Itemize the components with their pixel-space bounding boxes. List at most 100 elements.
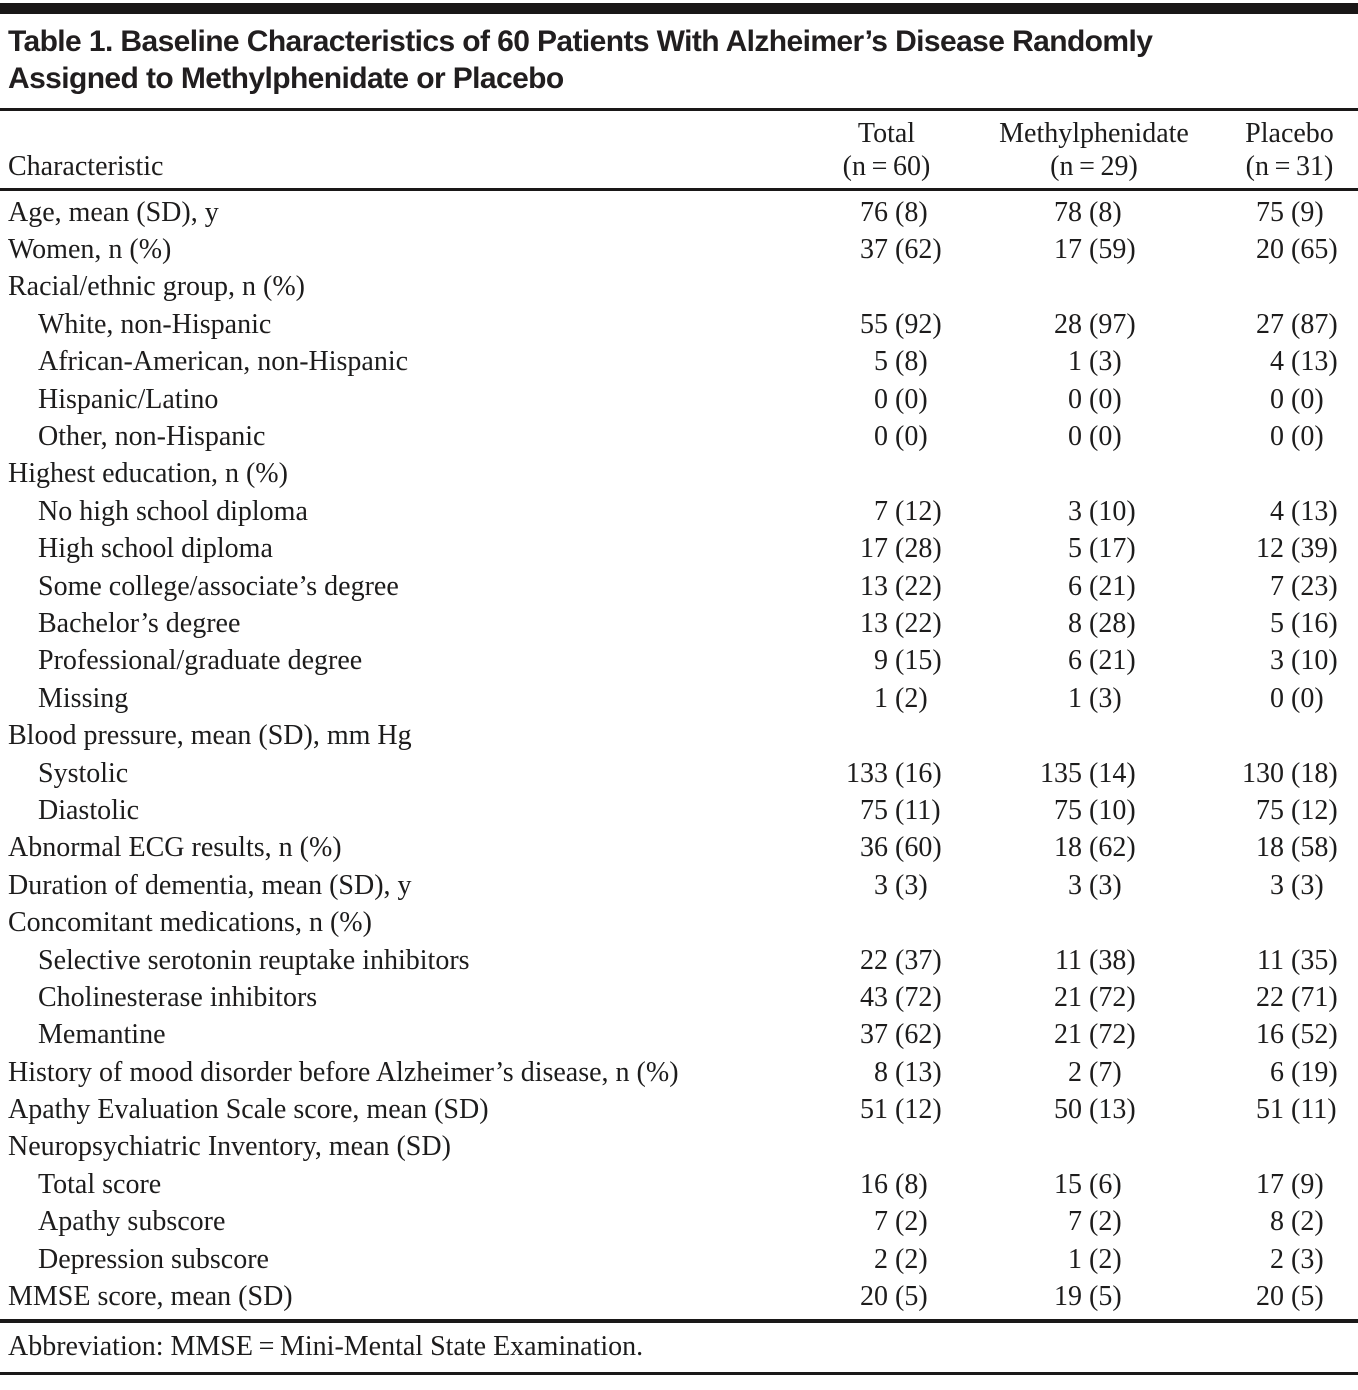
cell-value: 75 — [1256, 794, 1284, 826]
table-row: Depression subscore 2 (2) 1 (2) 2 (3) — [8, 1241, 1350, 1278]
table-row: African-American, non-Hispanic 5 (8) 1 (3) 4(… — [8, 343, 1350, 380]
cell-value: 50 — [1054, 1094, 1082, 1126]
table-row: Abnormal ECG results, n (%) 36 (60) 18 (62) 1… — [8, 829, 1350, 866]
cell-parenthetical: (21) — [1089, 570, 1136, 602]
cell-placebo: 3 (3) — [1229, 867, 1350, 904]
cell-parenthetical: (16) — [1291, 607, 1338, 639]
cell-methylphenidate: 6 (21) — [980, 568, 1208, 605]
cell-total: 17 (28) — [814, 530, 959, 567]
cell-value: 0 — [1068, 421, 1082, 453]
table-row: Hispanic/Latino 0 (0) 0 (0) 0 (0) — [8, 381, 1350, 418]
table-title-line-1: Table 1. Baseline Characteristics of 60 … — [8, 25, 1153, 58]
row-label: No high school diploma — [38, 495, 308, 527]
cell-methylphenidate: 17 (59) — [980, 231, 1208, 268]
cell-parenthetical: (62) — [895, 1019, 942, 1051]
cell-total: 51 (12) — [814, 1091, 959, 1128]
cell-value: 6 — [1270, 1056, 1284, 1088]
cell-parenthetical: (72) — [1089, 1019, 1136, 1051]
cell-value: 0 — [1270, 383, 1284, 415]
cell-value: 15 — [1054, 1168, 1082, 1200]
cell-parenthetical: (22) — [895, 607, 942, 639]
cell-placebo: 2 (3) — [1229, 1241, 1350, 1278]
cell-value: 13 — [860, 570, 888, 602]
table-row: White, non-Hispanic 55 (92) 28 (97) 27 (87) — [8, 306, 1350, 343]
cell-value: 3 — [1068, 869, 1082, 901]
cell-parenthetical: (0) — [1089, 421, 1122, 453]
cell-parenthetical: (5) — [1089, 1281, 1122, 1313]
cell-placebo: 27 (87) — [1229, 306, 1350, 343]
cell-placebo — [1229, 1128, 1350, 1165]
cell-value: 21 — [1054, 981, 1082, 1013]
cell-placebo: 11 (35) — [1229, 942, 1350, 979]
cell-parenthetical: (0) — [1291, 383, 1324, 415]
cell-placebo: 5 (16) — [1229, 605, 1350, 642]
table-row: History of mood disorder before Alzheime… — [8, 1054, 1350, 1091]
cell-total: 43 (72) — [814, 979, 959, 1016]
header-rule — [0, 187, 1358, 191]
cell-parenthetical: (14) — [1089, 757, 1136, 789]
table-section-row: Highest education, n (%) — [8, 455, 1350, 492]
cell-methylphenidate: 0 (0) — [980, 418, 1208, 455]
cell-parenthetical: (71) — [1291, 981, 1338, 1013]
cell-parenthetical: (10) — [1089, 495, 1136, 527]
cell-parenthetical: (22) — [895, 570, 942, 602]
cell-value: 4 — [1270, 346, 1284, 378]
cell-total — [814, 717, 959, 754]
cell-methylphenidate: 7 (2) — [980, 1203, 1208, 1240]
cell-value: 7 — [874, 495, 888, 527]
column-header-methylphenidate-n: (n = 29) — [1050, 150, 1138, 182]
cell-total — [814, 268, 959, 305]
cell-value: 0 — [1270, 682, 1284, 714]
cell-total: 55 (92) — [814, 306, 959, 343]
cell-value: 18 — [1256, 832, 1284, 864]
table-row: Diastolic 75 (11) 75 (10) 75 (12) — [8, 792, 1350, 829]
row-label: Depression subscore — [38, 1243, 269, 1275]
cell-value: 36 — [860, 832, 888, 864]
cell-total: 76 (8) — [814, 194, 959, 231]
cell-methylphenidate: 1 (2) — [980, 1241, 1208, 1278]
cell-parenthetical: (3) — [1089, 346, 1122, 378]
cell-methylphenidate: 78 (8) — [980, 194, 1208, 231]
cell-parenthetical: (9) — [1291, 1168, 1324, 1200]
cell-parenthetical: (28) — [895, 533, 942, 565]
row-label: Systolic — [38, 757, 129, 789]
cell-parenthetical: (5) — [895, 1281, 928, 1313]
cell-value: 75 — [860, 794, 888, 826]
cell-parenthetical: (35) — [1291, 944, 1338, 976]
cell-parenthetical: (8) — [1089, 196, 1122, 228]
cell-parenthetical: (6) — [1089, 1168, 1122, 1200]
cell-parenthetical: (0) — [895, 421, 928, 453]
cell-parenthetical: (59) — [1089, 234, 1136, 266]
table-row: Duration of dementia, mean (SD), y 3 (3) 3(… — [8, 867, 1350, 904]
cell-methylphenidate: 75 (10) — [980, 792, 1208, 829]
cell-value: 0 — [1068, 383, 1082, 415]
cell-parenthetical: (87) — [1291, 308, 1338, 340]
title-rule — [0, 108, 1358, 111]
cell-value: 75 — [1054, 794, 1082, 826]
cell-value: 0 — [1270, 421, 1284, 453]
cell-placebo: 20 (5) — [1229, 1278, 1350, 1315]
row-label: Professional/graduate degree — [38, 645, 363, 677]
cell-parenthetical: (10) — [1089, 794, 1136, 826]
cell-value: 4 — [1270, 495, 1284, 527]
cell-parenthetical: (60) — [895, 832, 942, 864]
cell-parenthetical: (18) — [1291, 757, 1338, 789]
table-section-row: Racial/ethnic group, n (%) — [8, 268, 1350, 305]
cell-value: 2 — [874, 1243, 888, 1275]
cell-value: 5 — [874, 346, 888, 378]
cell-parenthetical: (13) — [1089, 1094, 1136, 1126]
cell-total: 3 (3) — [814, 867, 959, 904]
column-header-methylphenidate-label: Methylphenidate — [999, 117, 1189, 149]
cell-methylphenidate: 15 (6) — [980, 1166, 1208, 1203]
cell-parenthetical: (17) — [1089, 533, 1136, 565]
cell-value: 11 — [1257, 944, 1284, 976]
cell-value: 22 — [860, 944, 888, 976]
cell-parenthetical: (2) — [895, 1243, 928, 1275]
cell-methylphenidate — [980, 904, 1208, 941]
cell-total: 0 (0) — [814, 381, 959, 418]
row-label: Highest education, n (%) — [8, 458, 288, 490]
cell-parenthetical: (12) — [895, 1094, 942, 1126]
table-row: No high school diploma 7 (12) 3 (10) 4 (13) — [8, 493, 1350, 530]
body-bottom-rule — [0, 1319, 1358, 1323]
row-label: Hispanic/Latino — [38, 383, 219, 415]
